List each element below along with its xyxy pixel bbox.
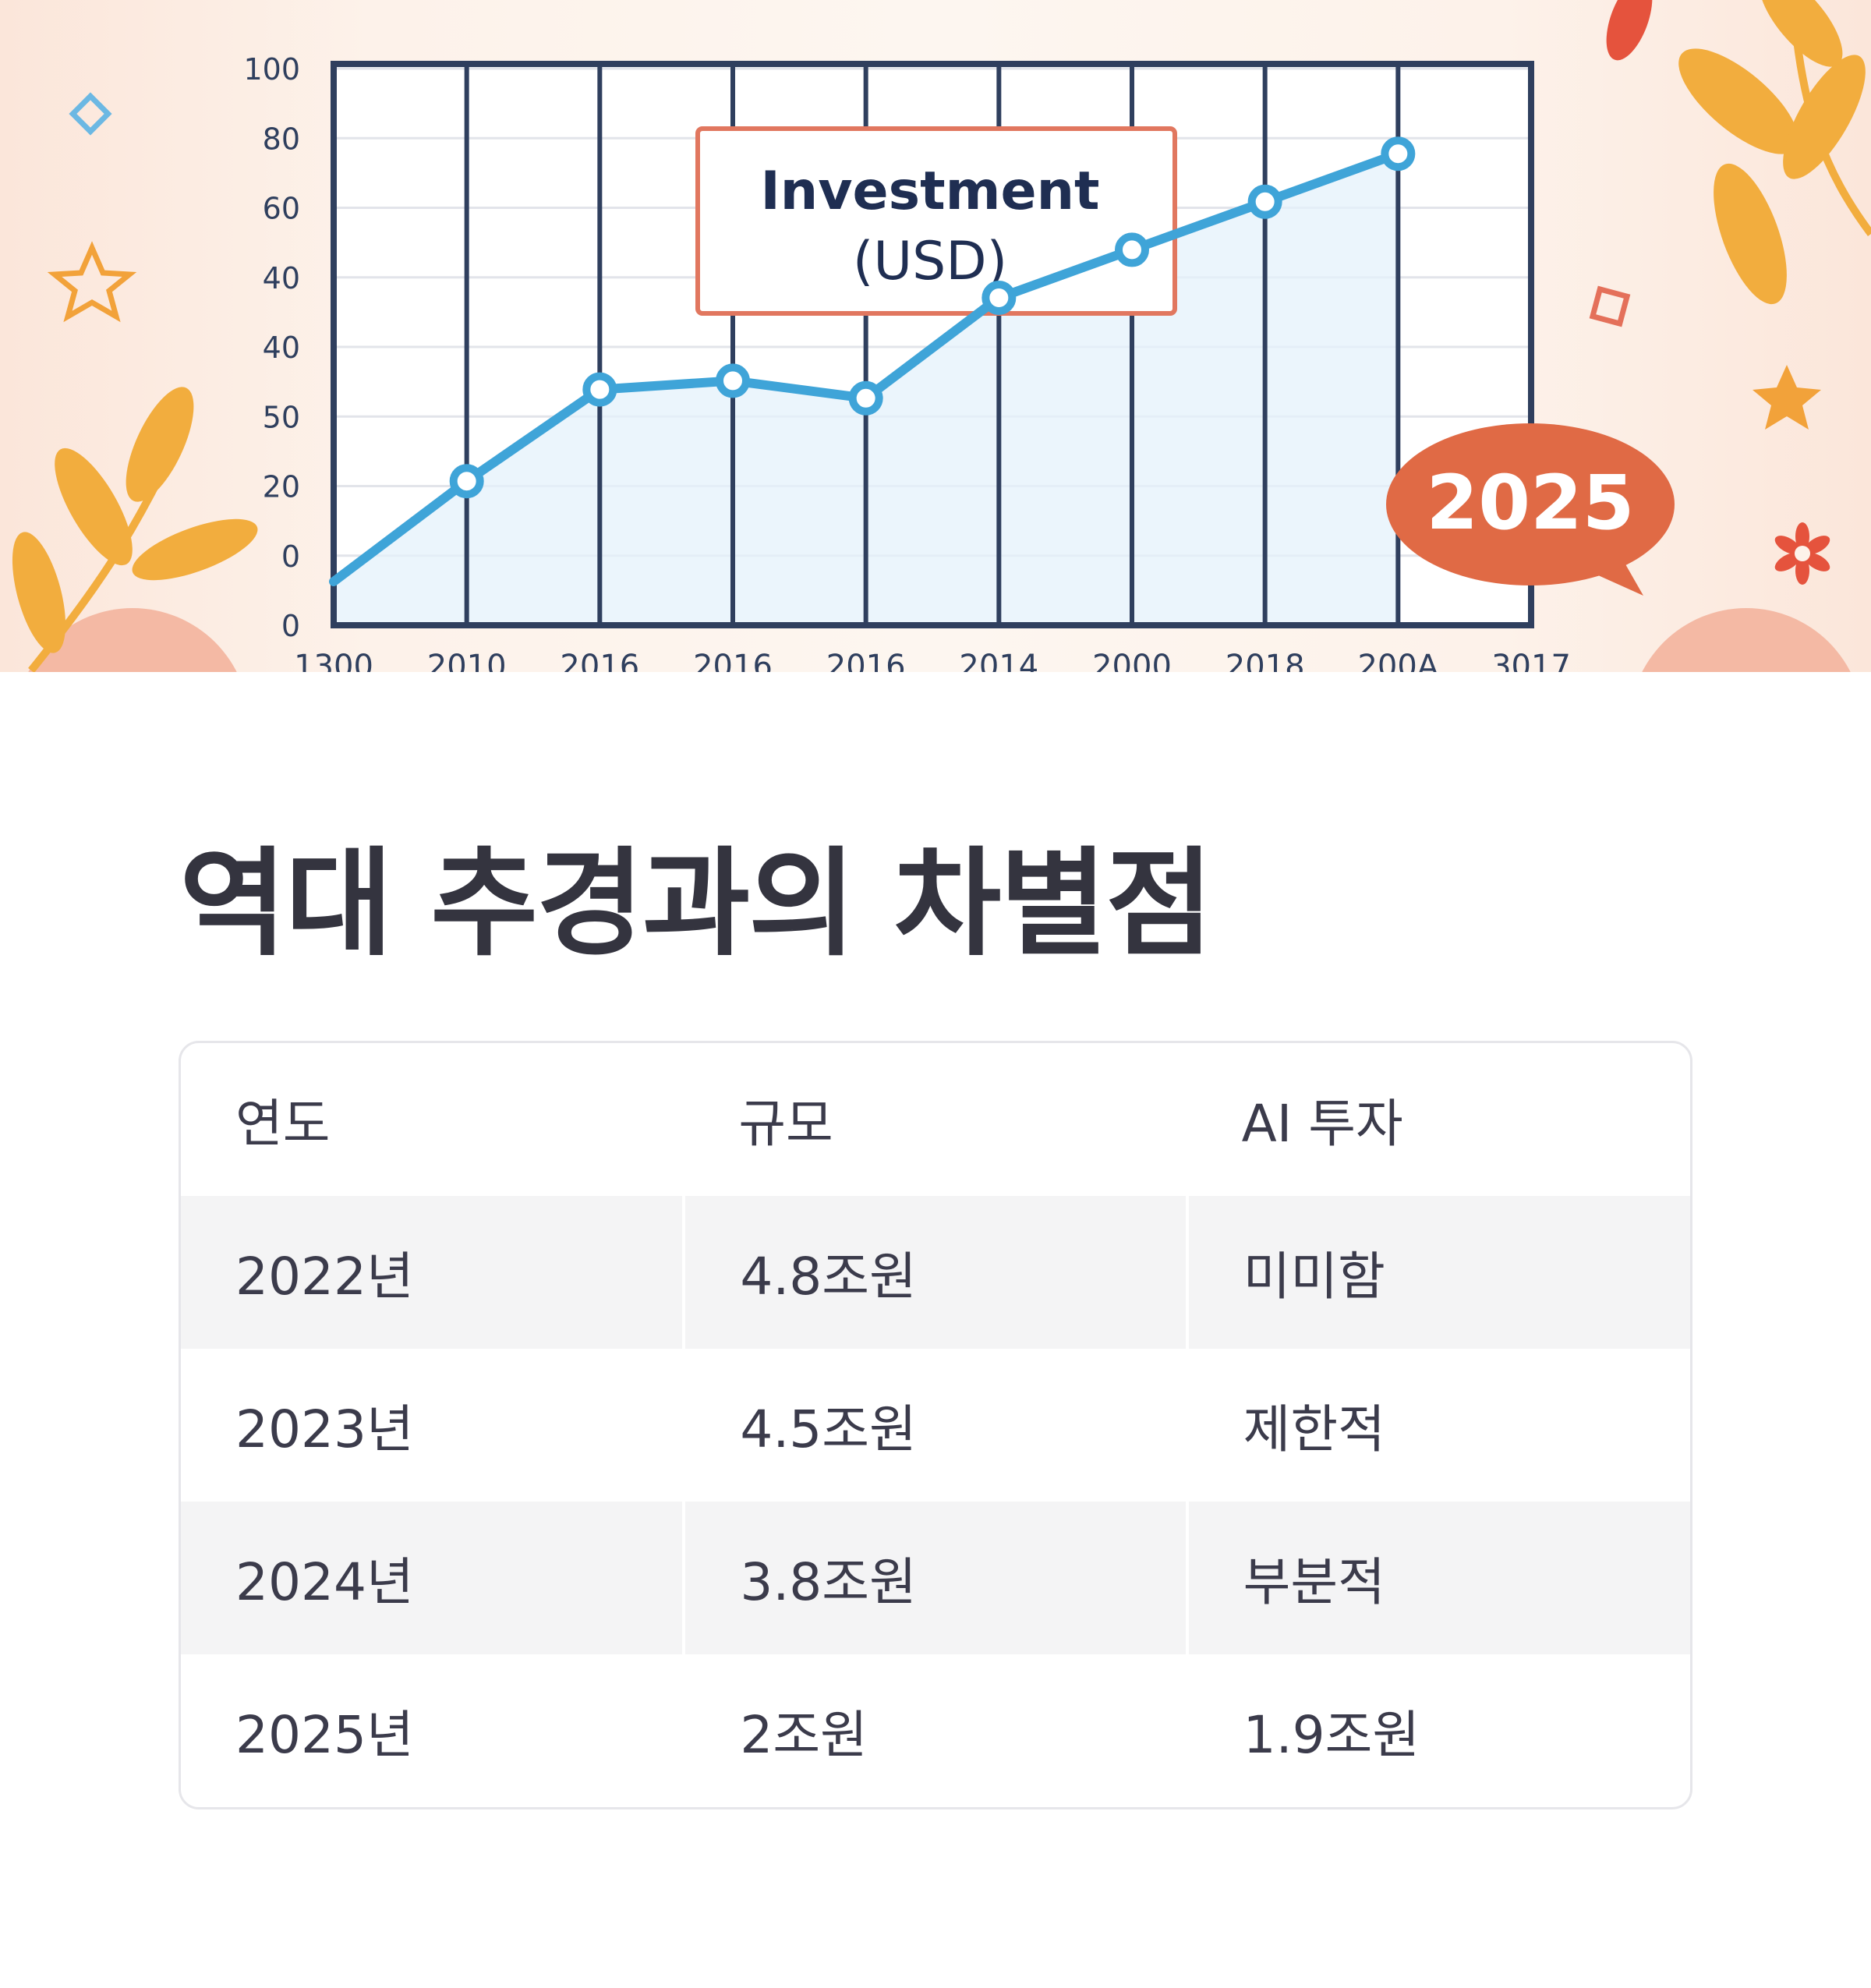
chart-title-line2: (USD) [853,231,1007,292]
cell-year: 2024년 [181,1502,684,1654]
cell-ai-investment: 1.9조원 [1185,1654,1690,1807]
header-scale: 규모 [738,1094,833,1154]
leaf-branch-left-icon [12,387,258,672]
comparison-table-card: 연도 규모 AI 투자 2022년 4.8조원 미미함 2023년 4.5조원 … [179,1041,1692,1809]
y-tick-label: 50 [263,400,300,434]
leaf-branch-right-icon [1678,0,1871,305]
table-row: 2023년 4.5조원 제한적 [181,1349,1690,1502]
header-ai-investment: AI 투자 [1241,1094,1403,1154]
cell-scale: 2조원 [682,1654,1187,1807]
leaf-red-icon [1606,0,1653,61]
x-tick-label: 2016 [826,649,906,672]
cell-scale: 4.5조원 [682,1349,1187,1502]
data-points [449,136,1416,499]
y-tick-label: 40 [263,261,300,295]
comparison-table: 연도 규모 AI 투자 2022년 4.8조원 미미함 2023년 4.5조원 … [181,1043,1690,1807]
star-outline-icon [47,241,137,323]
y-tick-label: 80 [263,122,300,156]
data-point [1115,232,1149,267]
cell-scale: 3.8조원 [682,1502,1187,1654]
cell-year: 2025년 [235,1705,414,1765]
data-point [1381,136,1416,172]
x-tick-label: 2016 [560,649,639,672]
cell-ai-investment: 미미함 [1185,1196,1690,1349]
hero-illustration: Investment (USD) 100 80 60 40 40 50 20 0 0 1300 2… [0,0,1871,672]
cell-year: 2023년 [235,1399,414,1459]
data-point [582,372,617,407]
cell-ai-investment: 부분적 [1185,1502,1690,1654]
x-tick-label: 3017 [1491,649,1571,672]
x-tick-label: 1300 [294,649,373,672]
diamond-icon [69,92,112,136]
flower-icon [1774,522,1830,585]
data-point [848,380,883,416]
star-icon [1753,365,1821,430]
data-point [449,464,484,499]
data-point [716,363,750,398]
chart-title-line1: Investment [760,161,1099,222]
y-tick-label: 0 [281,539,300,574]
chart-title-box: Investment (USD) [695,126,1177,316]
table-row: 2022년 4.8조원 미미함 [181,1196,1690,1349]
x-tick-label: 2018 [1226,649,1305,672]
decor-circle-left [28,608,237,672]
y-tick-label: 20 [263,470,300,504]
x-tick-label: 2014 [959,649,1038,672]
plot-frame [331,61,1534,628]
x-axis-ticks: 1300 2010 2016 2016 2016 2014 2000 2018 200A 3017 [294,649,1571,672]
square-outline-icon [1589,285,1631,327]
decor-circle-right [1642,608,1851,672]
table-row: 2025년 2조원 1.9조원 [181,1654,1690,1807]
cell-scale: 4.8조원 [682,1196,1187,1349]
year-badge: 2025 [1386,423,1675,596]
x-tick-label: 2000 [1092,649,1172,672]
table-row: 2024년 3.8조원 부분적 [181,1502,1690,1654]
y-tick-label: 40 [263,331,300,365]
cell-ai-investment: 제한적 [1185,1349,1690,1502]
y-axis-ticks: 100 80 60 40 40 50 20 0 0 [243,52,300,643]
header-year: 연도 [235,1094,331,1154]
x-tick-label: 2010 [427,649,507,672]
y-tick-label: 100 [243,52,300,87]
data-point [1247,184,1282,219]
cell-year: 2022년 [181,1196,684,1349]
section-title: 역대 추경과의 차별점 [179,837,1213,972]
data-point [981,281,1017,315]
x-tick-label: 200A [1357,649,1438,672]
x-tick-label: 2016 [693,649,773,672]
badge-year: 2025 [1426,459,1634,547]
y-tick-label: 0 [281,609,300,643]
y-tick-label: 60 [263,192,300,226]
table-header-row: 연도 규모 AI 투자 [181,1043,1690,1196]
decorations [12,0,1871,672]
